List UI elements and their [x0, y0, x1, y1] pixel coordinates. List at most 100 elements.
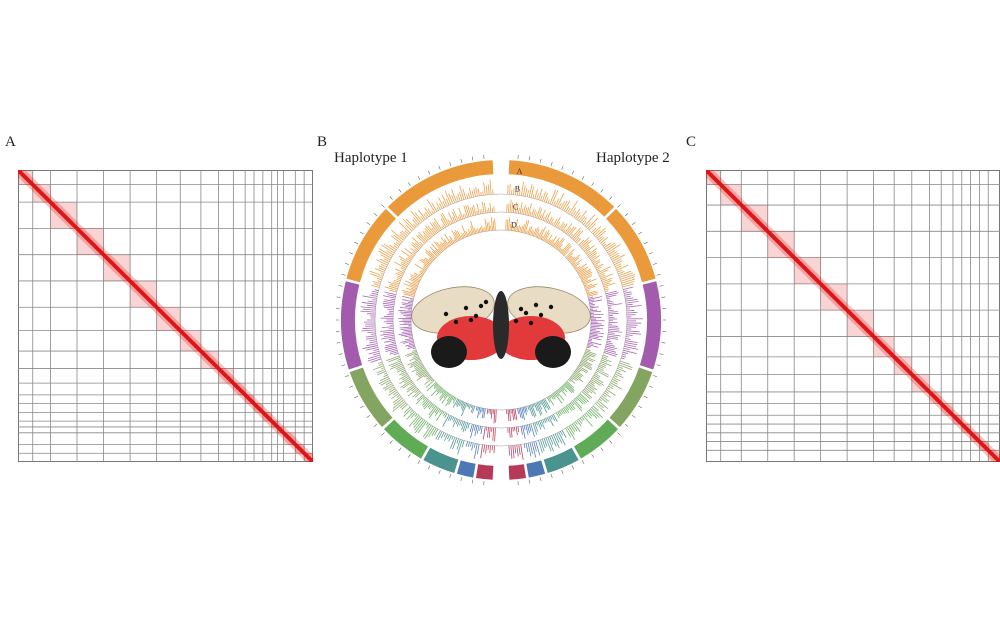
histogram-bar — [400, 267, 406, 271]
histogram-bar — [385, 348, 397, 352]
histogram-bar — [462, 232, 466, 238]
histogram-bar — [583, 221, 587, 225]
histogram-bar — [485, 445, 487, 454]
histogram-bar — [404, 406, 411, 413]
axis-tick — [539, 477, 542, 482]
histogram-bar — [452, 417, 456, 422]
histogram-bar — [485, 185, 488, 195]
histogram-bar — [568, 403, 574, 411]
axis-tick — [653, 262, 658, 265]
histogram-bar — [512, 225, 514, 231]
histogram-bar — [598, 365, 604, 369]
histogram-bar — [381, 336, 395, 340]
histogram-bar — [473, 443, 476, 448]
histogram-bar — [589, 303, 596, 306]
histogram-bar — [471, 190, 474, 198]
histogram-bar — [606, 244, 617, 252]
histogram-bar — [428, 426, 435, 438]
histogram-bar — [445, 198, 450, 206]
histogram-bar — [607, 303, 622, 306]
histogram-bar — [458, 207, 464, 220]
histogram-bar — [604, 286, 609, 289]
histogram-bar — [467, 192, 471, 199]
histogram-bar — [556, 193, 565, 208]
histogram-bar — [543, 418, 547, 424]
histogram-bar — [371, 290, 379, 293]
histogram-bar — [413, 416, 421, 425]
histogram-bar — [449, 437, 456, 449]
histogram-bar — [384, 384, 394, 391]
histogram-bar — [598, 398, 603, 402]
histogram-bar — [553, 218, 558, 226]
histogram-bar — [456, 400, 461, 408]
histogram-bar — [460, 401, 465, 409]
histogram-bar — [470, 220, 475, 235]
histogram-bar — [568, 200, 578, 215]
histogram-bar — [454, 230, 461, 240]
histogram-bar — [626, 334, 633, 336]
histogram-bar — [475, 229, 478, 234]
histogram-bar — [476, 210, 478, 215]
histogram-bar — [558, 388, 562, 393]
histogram-bar — [489, 202, 492, 213]
histogram-bar — [474, 425, 478, 437]
axis-tick — [528, 156, 531, 161]
axis-tick — [417, 460, 421, 464]
histogram-bar — [607, 302, 614, 305]
histogram-bar — [621, 355, 626, 358]
histogram-bar — [397, 275, 402, 278]
histogram-bar — [380, 333, 394, 336]
histogram-bar — [573, 230, 584, 241]
histogram-bar — [575, 212, 581, 219]
histogram-bar — [560, 409, 564, 415]
heatmap-c-block — [847, 310, 874, 337]
heatmap-a-block — [271, 421, 278, 427]
heatmap-c-block — [961, 424, 971, 433]
histogram-bar — [383, 243, 396, 252]
histogram-bar — [587, 217, 599, 229]
histogram-bar — [448, 212, 454, 224]
heatmap-c-block — [720, 184, 742, 206]
histogram-bar — [604, 390, 609, 394]
histogram-bar — [447, 393, 451, 397]
histogram-bar — [514, 408, 518, 421]
histogram-bar — [388, 386, 395, 391]
histogram-bar — [487, 427, 489, 438]
axis-tick — [349, 385, 354, 388]
histogram-bar — [451, 416, 455, 421]
histogram-bar — [392, 281, 400, 285]
histogram-bar — [369, 339, 377, 342]
histogram-bar — [389, 289, 397, 293]
histogram-bar — [481, 408, 485, 419]
histogram-bar — [519, 202, 523, 214]
histogram-bar — [624, 293, 633, 296]
histogram-bar — [387, 294, 396, 297]
axis-tick — [338, 353, 343, 355]
histogram-bar — [374, 289, 379, 291]
histogram-bar — [588, 341, 602, 346]
histogram-bar — [614, 260, 623, 266]
histogram-bar — [515, 426, 518, 436]
histogram-bar — [397, 271, 404, 275]
histogram-bar — [564, 223, 573, 234]
histogram-bar — [555, 412, 560, 419]
histogram-bar — [581, 416, 585, 421]
heatmap-a-diagonal-halo — [18, 170, 313, 462]
histogram-bar — [383, 331, 394, 334]
histogram-bar — [457, 216, 461, 221]
histogram-bar — [456, 230, 462, 240]
histogram-bar — [461, 402, 466, 411]
histogram-bar — [608, 250, 616, 255]
histogram-bar — [476, 203, 480, 215]
histogram-bar — [548, 239, 552, 244]
histogram-bar — [371, 284, 380, 288]
histogram-bar — [621, 281, 635, 286]
histogram-bar — [442, 411, 445, 415]
panel-a-letter: A — [5, 134, 16, 150]
histogram-bar — [362, 345, 378, 350]
histogram-bar — [607, 387, 611, 390]
histogram-bar — [534, 189, 538, 199]
histogram-bar — [573, 262, 580, 268]
histogram-bar — [549, 395, 552, 399]
histogram-bar — [549, 239, 554, 245]
